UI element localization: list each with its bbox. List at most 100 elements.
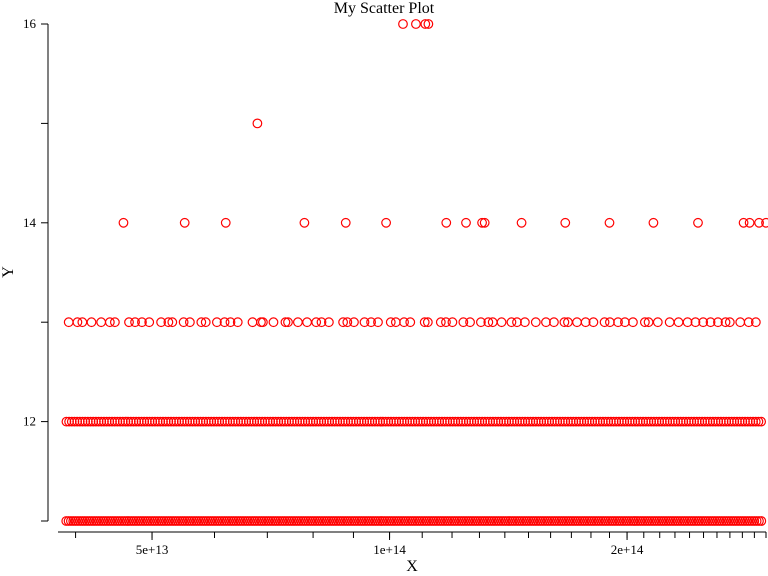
data-point (220, 217, 231, 228)
data-point (366, 317, 376, 328)
data-point (698, 317, 709, 328)
data-point (423, 19, 434, 29)
data-point (219, 317, 230, 328)
data-point (398, 19, 408, 29)
data-point (422, 317, 433, 328)
data-point (588, 317, 599, 328)
data-point (743, 317, 754, 328)
data-point (77, 317, 88, 328)
data-point (156, 317, 166, 328)
data-point (648, 217, 659, 228)
data-point (268, 317, 279, 328)
data-point (541, 317, 551, 328)
data-point (373, 317, 383, 328)
data-point (549, 317, 559, 328)
data-point (724, 317, 735, 328)
data-point (118, 217, 129, 228)
data-point (750, 416, 761, 427)
data-point (390, 317, 401, 328)
data-point (572, 317, 582, 328)
data-point (225, 317, 236, 328)
data-point (613, 317, 623, 328)
data-point (247, 317, 258, 328)
data-point (753, 416, 764, 427)
data-point (349, 317, 359, 328)
data-point (104, 317, 115, 328)
data-point (496, 317, 507, 328)
data-point (137, 317, 147, 328)
data-point (673, 317, 684, 328)
data-point (441, 317, 451, 328)
data-point (652, 317, 663, 328)
data-point (144, 317, 155, 328)
data-point (516, 217, 527, 228)
data-point (447, 317, 458, 328)
data-point (560, 217, 571, 228)
data-point (252, 118, 263, 129)
data-point (559, 317, 570, 328)
data-point (124, 317, 134, 328)
data-point (302, 317, 312, 328)
data-point (519, 317, 530, 328)
data-point (483, 317, 494, 328)
data-point (130, 317, 140, 328)
data-point (419, 317, 430, 328)
data-point (754, 217, 764, 228)
data-point (316, 317, 327, 328)
data-point (200, 317, 211, 328)
data-point (705, 317, 716, 328)
data-point (465, 317, 475, 328)
data-point (63, 317, 74, 328)
data-point (530, 317, 541, 328)
data-point (163, 317, 174, 328)
data-point (232, 317, 243, 328)
data-point (693, 217, 703, 228)
data-point (506, 317, 517, 328)
data-point (605, 317, 615, 328)
data-point (385, 317, 396, 328)
data-point (283, 317, 293, 328)
x-tick-label: 1e+14 (373, 542, 406, 557)
data-point (359, 317, 370, 328)
data-point (720, 317, 731, 328)
x-tick-label: 2e+14 (611, 542, 644, 557)
data-point (738, 217, 749, 228)
chart-title: My Scatter Plot (334, 0, 435, 17)
data-point (405, 317, 416, 328)
data-point (639, 317, 650, 328)
data-point (167, 317, 178, 328)
x-tick-label: 5e+13 (136, 542, 169, 557)
data-point (178, 317, 189, 328)
data-point (342, 317, 353, 328)
data-point (664, 317, 675, 328)
data-point (461, 217, 471, 228)
data-point (756, 416, 767, 427)
data-point (338, 317, 349, 328)
data-point (411, 19, 421, 29)
data-point (643, 317, 654, 328)
data-point (311, 317, 322, 328)
data-point (750, 317, 761, 328)
y-tick-label: 14 (23, 215, 37, 230)
data-point (211, 317, 222, 328)
data-point (599, 317, 610, 328)
data-point (682, 317, 693, 328)
data-point (340, 217, 351, 228)
data-point (299, 217, 310, 228)
data-point (381, 217, 392, 228)
data-point (512, 317, 522, 328)
data-point (756, 516, 767, 526)
data-point (257, 317, 268, 328)
data-point (713, 317, 723, 328)
y-tick-label: 12 (23, 414, 36, 429)
data-point (293, 317, 303, 328)
x-ticks: 5e+13 1e+14 2e+14 (75, 532, 767, 557)
points-layer (61, 19, 768, 526)
data-point (196, 317, 207, 328)
data-point (690, 317, 701, 328)
data-point (477, 217, 487, 228)
x-axis-title: X (406, 558, 418, 575)
data-point (96, 317, 107, 328)
data-point (735, 317, 746, 328)
